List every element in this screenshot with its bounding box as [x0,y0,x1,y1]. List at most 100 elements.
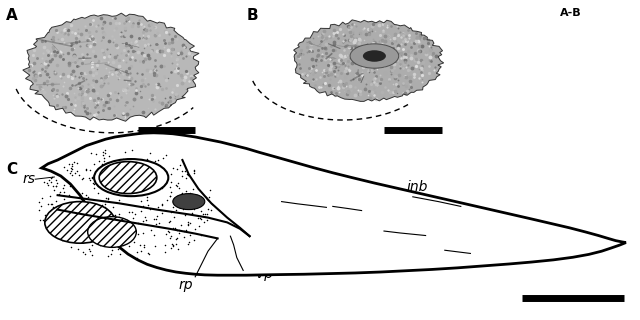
Point [45,216,56,221]
Point [174,193,184,198]
Point [399,31,409,36]
Point [202,218,212,223]
Point [401,74,411,79]
Point [87,200,97,205]
Point [170,68,180,73]
Point [364,30,374,35]
Point [88,180,98,185]
Point [320,56,330,61]
Point [133,21,143,26]
Point [100,202,110,207]
Point [116,243,126,248]
Point [130,39,140,44]
Point [400,38,410,44]
Point [113,246,123,251]
Point [38,87,48,92]
Point [142,195,152,200]
Point [132,24,143,29]
Point [89,220,99,226]
Point [385,68,396,74]
Point [308,35,319,40]
Point [88,42,99,47]
Point [383,62,393,67]
Point [108,190,118,196]
Point [44,76,54,81]
Point [350,45,360,50]
Point [153,44,163,49]
Point [410,58,420,63]
Point [66,165,76,171]
Point [430,64,440,69]
Point [88,87,99,92]
Point [156,63,166,68]
Point [98,104,108,109]
Point [404,86,415,91]
Point [160,95,170,100]
Point [85,44,95,49]
Point [74,91,84,96]
Point [67,173,77,178]
Point [118,112,129,117]
Point [319,72,330,77]
Point [76,196,86,202]
Point [365,45,375,50]
Point [100,213,110,219]
Point [75,44,85,49]
Point [348,77,358,82]
Point [125,56,135,61]
Point [98,22,108,27]
Point [388,38,399,44]
Point [319,73,329,78]
Point [134,36,144,41]
Point [118,156,128,162]
Point [335,26,345,31]
Point [325,57,335,62]
Point [321,67,331,72]
Point [138,60,148,65]
Point [172,61,182,66]
Point [86,175,97,180]
Point [353,72,364,77]
Point [403,32,413,37]
Point [167,36,177,42]
Point [49,210,59,215]
Point [74,85,84,90]
Point [400,36,410,41]
Point [175,199,185,204]
Point [179,77,189,82]
Point [393,26,403,31]
Point [78,76,88,81]
Point [401,64,412,69]
Point [63,51,73,56]
Point [157,101,167,107]
Point [120,87,130,92]
Point [399,74,410,79]
Point [332,44,342,49]
Point [74,214,84,219]
Point [314,56,324,61]
Point [371,52,381,58]
Point [367,91,377,96]
Point [145,150,156,156]
Point [339,48,349,53]
Point [138,244,148,250]
Point [111,220,121,225]
Point [369,40,380,45]
Point [402,88,412,93]
Point [104,183,114,188]
Point [325,57,335,62]
Point [67,161,77,166]
Point [351,49,361,54]
Point [403,67,413,72]
Point [393,50,403,55]
Point [112,97,122,102]
Point [70,94,81,99]
Point [400,74,410,79]
Point [72,64,83,69]
Point [404,82,415,87]
Point [115,68,125,73]
Point [137,77,147,83]
Point [390,60,400,65]
Point [376,33,386,38]
Point [365,27,376,32]
